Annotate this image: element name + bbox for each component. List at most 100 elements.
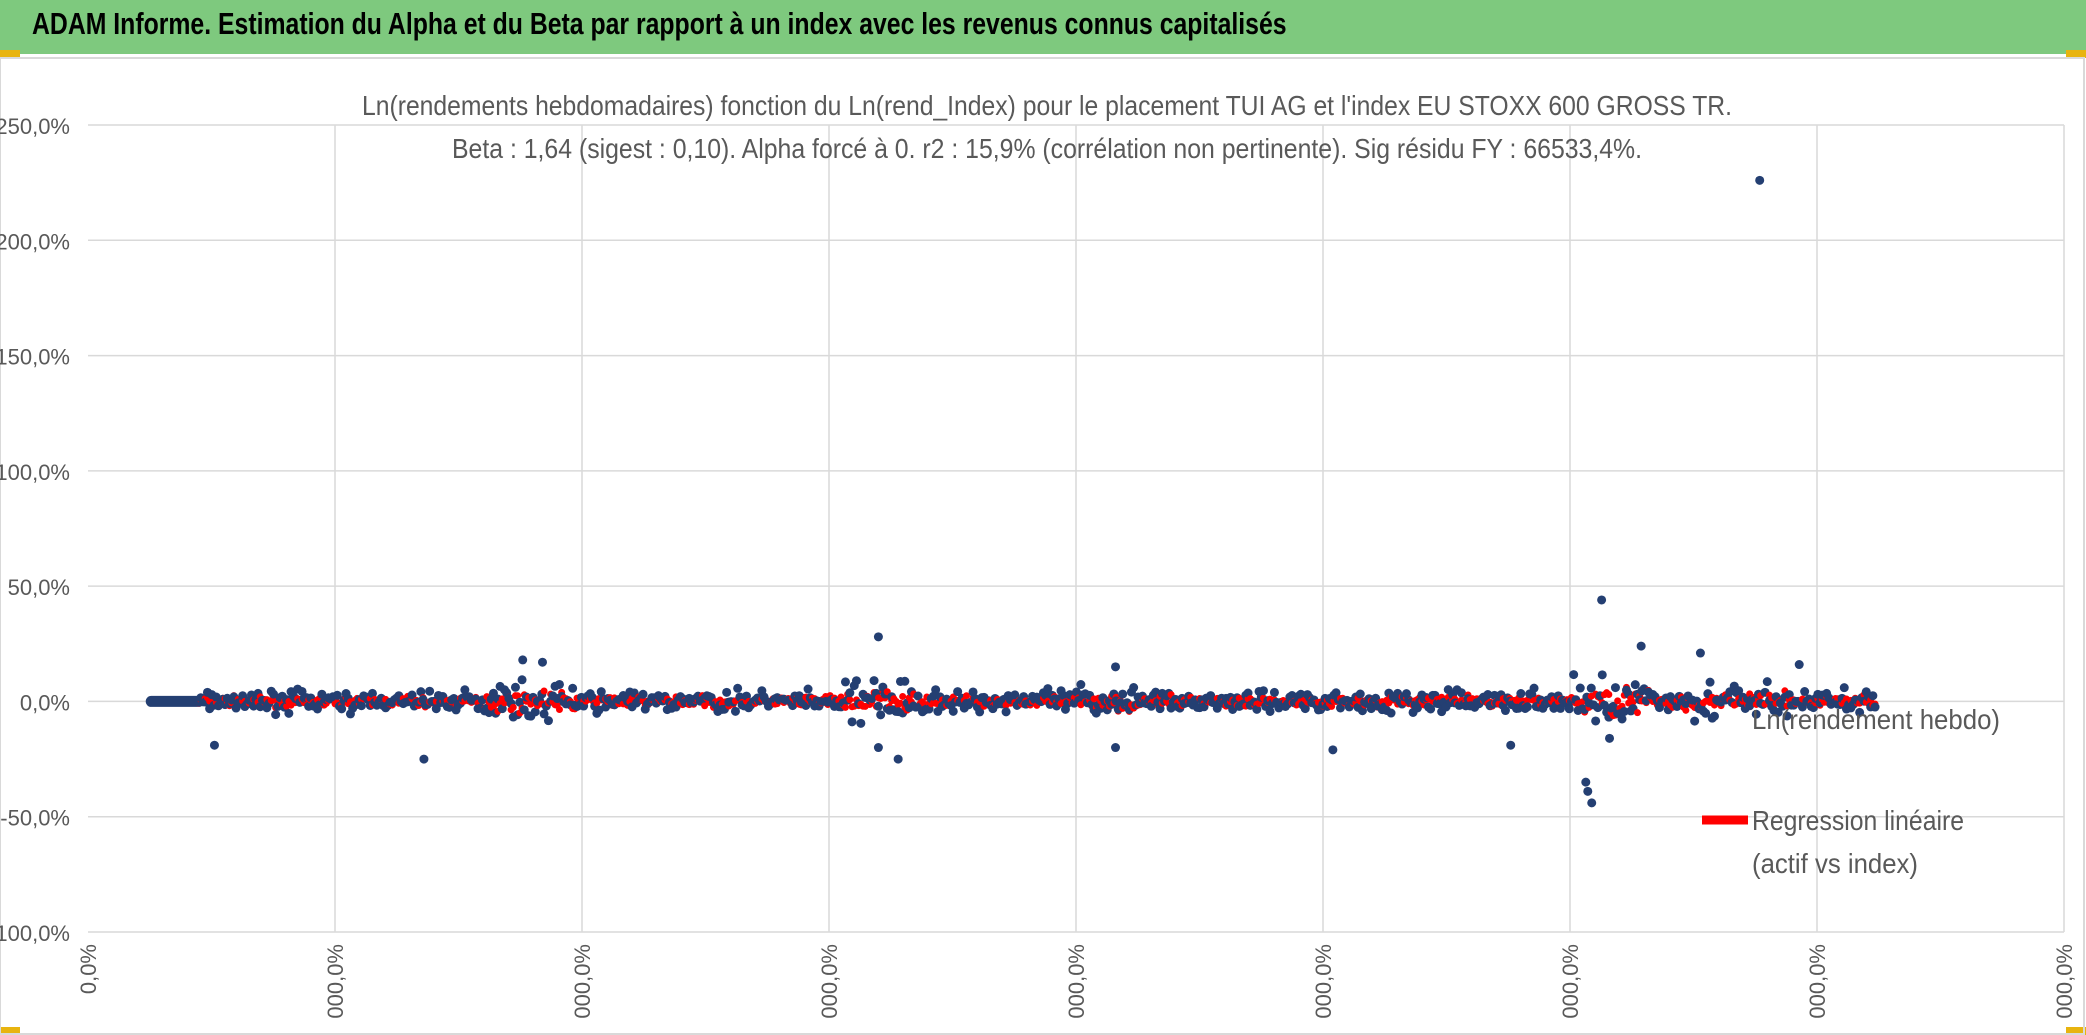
data-point	[554, 679, 564, 689]
data-point	[975, 707, 985, 717]
regression-point	[841, 703, 849, 711]
data-point	[1252, 704, 1262, 714]
data-point	[449, 693, 459, 703]
regression-point	[555, 705, 563, 713]
title-bar: ADAM Informe. Estimation du Alpha et du …	[0, 0, 2086, 54]
data-point	[1269, 687, 1279, 697]
regression-point	[1629, 698, 1637, 706]
data-point	[596, 687, 606, 697]
x-tick-label: 000,0%	[323, 944, 348, 1019]
data-point	[948, 706, 958, 716]
data-point	[1206, 691, 1216, 701]
data-point	[840, 677, 850, 687]
regression-point	[1682, 706, 1690, 714]
outlier-point	[1583, 786, 1593, 796]
data-point	[271, 710, 281, 720]
data-point	[543, 716, 553, 726]
data-point	[460, 685, 470, 695]
chart-title: Ln(rendements hebdomadaires) fonction du…	[362, 90, 1732, 121]
corner-marker	[2066, 1027, 2086, 1035]
x-axis: 0,0% 000,0% 000,0% 000,0% 000,0% 000,0% 000,0%…	[76, 944, 2077, 1019]
data-point	[1516, 689, 1526, 699]
data-point	[876, 710, 886, 720]
data-point	[1762, 677, 1772, 687]
data-point	[1782, 711, 1792, 721]
data-point	[733, 683, 743, 693]
data-point	[1043, 684, 1053, 694]
data-point	[1591, 716, 1601, 726]
data-point	[416, 687, 426, 697]
outlier-point	[209, 740, 219, 750]
legend-regression-label-1: Regression linéaire	[1752, 805, 1964, 836]
outlier-point	[1111, 662, 1121, 672]
data-point	[1010, 690, 1020, 700]
data-point	[1564, 704, 1574, 714]
data-point	[1569, 670, 1579, 680]
data-point	[1870, 702, 1880, 712]
data-point	[1522, 702, 1532, 712]
data-point	[1426, 704, 1436, 714]
outlier-point	[419, 754, 429, 764]
outlier-point	[1506, 740, 1516, 750]
data-point	[869, 676, 879, 686]
data-point	[856, 718, 866, 728]
data-point	[1784, 690, 1794, 700]
data-point	[1258, 686, 1268, 696]
x-tick-label: 000,0%	[2052, 944, 2077, 1019]
data-point	[431, 704, 441, 714]
corner-marker	[0, 1027, 20, 1035]
y-tick-label: -100,0%	[0, 921, 70, 946]
outlier-points	[209, 175, 1804, 808]
data-point	[1041, 690, 1051, 700]
y-tick-label: 150,0%	[0, 345, 70, 370]
data-point	[407, 690, 417, 700]
data-point	[539, 709, 549, 719]
data-band	[145, 670, 1880, 728]
y-tick-label: 250,0%	[0, 114, 70, 139]
data-point	[530, 707, 540, 717]
data-point	[1300, 704, 1310, 714]
data-point	[332, 690, 342, 700]
regression-point	[540, 687, 548, 695]
outlier-point	[1597, 595, 1607, 605]
data-point	[510, 682, 520, 692]
data-point	[1734, 686, 1744, 696]
regression-point	[896, 699, 904, 707]
regression-point	[846, 696, 854, 704]
data-point	[931, 685, 941, 695]
data-point	[425, 686, 435, 696]
data-point	[873, 701, 883, 711]
data-point	[1386, 708, 1396, 718]
data-point	[1500, 706, 1510, 716]
chart-border	[0, 57, 2085, 1035]
outlier-point	[1605, 733, 1615, 743]
regression-point	[509, 703, 517, 711]
data-point	[1058, 690, 1068, 700]
data-point	[1701, 708, 1711, 718]
y-tick-label: 0,0%	[20, 690, 70, 715]
data-point	[1608, 701, 1618, 711]
outlier-point	[537, 657, 547, 667]
data-point	[730, 706, 740, 716]
data-point	[497, 704, 507, 714]
regression-point	[514, 692, 522, 700]
data-point	[367, 688, 377, 698]
data-point	[803, 684, 813, 694]
outlier-point	[1111, 743, 1121, 753]
data-point	[517, 675, 527, 685]
data-point	[284, 708, 294, 718]
data-point	[1265, 706, 1275, 716]
regression-point	[1328, 702, 1336, 710]
outlier-point	[518, 655, 528, 665]
data-point	[1619, 706, 1629, 716]
data-point	[568, 683, 578, 693]
data-point	[1800, 687, 1810, 697]
legend-series-label: Ln(rendement hebdo)	[1752, 704, 2000, 735]
y-tick-label: 50,0%	[8, 575, 70, 600]
data-point	[1146, 701, 1156, 711]
data-point	[1575, 683, 1585, 693]
data-point	[1001, 707, 1011, 717]
data-point	[900, 676, 910, 686]
data-point	[847, 717, 857, 727]
